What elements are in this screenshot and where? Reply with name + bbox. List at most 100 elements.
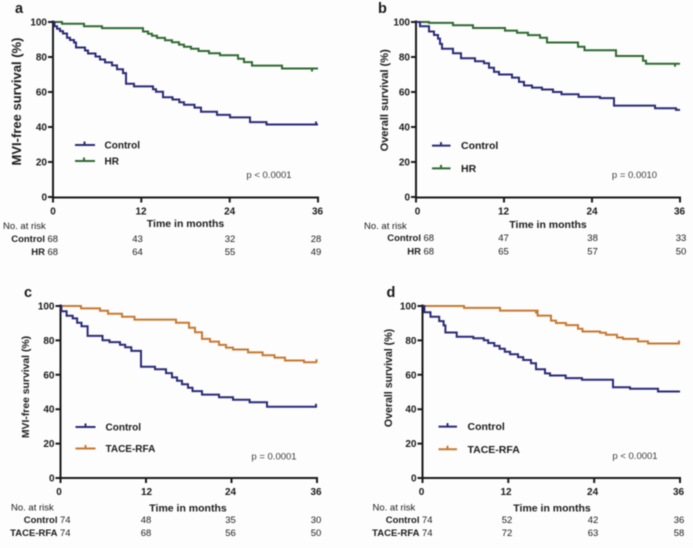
svg-text:0: 0 <box>411 474 417 485</box>
svg-text:40: 40 <box>399 123 411 134</box>
svg-text:TACE-RFA: TACE-RFA <box>10 528 57 539</box>
svg-text:36: 36 <box>673 487 685 498</box>
svg-text:32: 32 <box>225 234 236 245</box>
svg-text:24: 24 <box>225 487 237 498</box>
svg-text:Time in months: Time in months <box>513 503 591 515</box>
svg-text:Time in months: Time in months <box>509 219 587 231</box>
svg-text:0: 0 <box>404 193 410 204</box>
svg-text:80: 80 <box>405 336 417 347</box>
svg-text:24: 24 <box>587 487 599 498</box>
svg-text:38: 38 <box>587 233 598 244</box>
svg-text:80: 80 <box>399 53 411 64</box>
svg-text:100: 100 <box>400 302 417 313</box>
svg-text:20: 20 <box>399 158 411 169</box>
svg-text:57: 57 <box>587 247 598 258</box>
svg-text:c: c <box>24 285 32 301</box>
svg-text:0: 0 <box>49 474 55 485</box>
svg-text:Control: Control <box>468 421 505 433</box>
svg-text:Control: Control <box>105 141 141 152</box>
svg-text:HR: HR <box>407 247 421 258</box>
svg-text:No. at risk: No. at risk <box>364 221 407 232</box>
svg-text:64: 64 <box>132 247 143 258</box>
svg-text:0: 0 <box>50 207 56 218</box>
svg-text:12: 12 <box>500 487 512 498</box>
svg-text:42: 42 <box>588 515 599 526</box>
svg-text:d: d <box>387 285 396 301</box>
svg-text:68: 68 <box>424 247 435 258</box>
svg-text:58: 58 <box>674 528 685 539</box>
svg-text:40: 40 <box>36 123 48 134</box>
svg-text:28: 28 <box>311 234 322 245</box>
svg-text:No. at risk: No. at risk <box>3 221 46 232</box>
svg-text:Overall survival (%): Overall survival (%) <box>383 329 395 427</box>
svg-text:68: 68 <box>48 234 59 245</box>
svg-text:74: 74 <box>422 515 433 526</box>
svg-text:60: 60 <box>36 88 48 99</box>
svg-text:100: 100 <box>30 18 47 29</box>
svg-text:48: 48 <box>141 515 152 526</box>
svg-text:24: 24 <box>224 207 236 218</box>
svg-text:Control: Control <box>106 423 142 434</box>
svg-text:100: 100 <box>38 302 55 313</box>
svg-text:Overall survival (%): Overall survival (%) <box>379 49 391 151</box>
svg-text:TACE-RFA: TACE-RFA <box>372 528 419 539</box>
svg-text:40: 40 <box>405 405 417 416</box>
svg-text:0: 0 <box>415 207 421 218</box>
svg-text:68: 68 <box>48 247 59 258</box>
svg-text:30: 30 <box>311 515 322 526</box>
svg-text:49: 49 <box>311 247 322 258</box>
svg-text:HR: HR <box>461 163 477 175</box>
svg-text:55: 55 <box>225 247 236 258</box>
svg-text:47: 47 <box>498 233 509 244</box>
svg-text:24: 24 <box>586 207 598 218</box>
svg-text:12: 12 <box>135 207 147 218</box>
svg-text:65: 65 <box>498 247 509 258</box>
svg-text:56: 56 <box>225 528 236 539</box>
svg-text:50: 50 <box>676 247 687 258</box>
svg-text:43: 43 <box>132 234 143 245</box>
svg-text:74: 74 <box>60 528 71 539</box>
svg-text:80: 80 <box>36 53 48 64</box>
svg-text:36: 36 <box>312 207 324 218</box>
svg-text:12: 12 <box>141 487 153 498</box>
svg-text:50: 50 <box>311 528 322 539</box>
svg-text:Control: Control <box>461 140 498 152</box>
svg-text:72: 72 <box>502 528 513 539</box>
svg-text:HR: HR <box>31 247 45 258</box>
svg-text:HR: HR <box>105 157 120 168</box>
svg-text:36: 36 <box>310 487 322 498</box>
svg-text:Time in months: Time in months <box>147 218 225 230</box>
svg-text:68: 68 <box>141 528 152 539</box>
svg-text:Time in months: Time in months <box>149 503 227 515</box>
svg-text:60: 60 <box>405 370 417 381</box>
svg-text:Control: Control <box>24 515 58 526</box>
svg-text:60: 60 <box>399 88 411 99</box>
svg-text:20: 20 <box>405 439 417 450</box>
svg-text:p < 0.0001: p < 0.0001 <box>612 451 657 462</box>
svg-text:b: b <box>378 1 387 17</box>
svg-text:68: 68 <box>424 233 435 244</box>
svg-text:20: 20 <box>43 439 55 450</box>
svg-text:Control: Control <box>386 515 420 526</box>
svg-text:Control: Control <box>387 233 421 244</box>
svg-text:TACE-RFA: TACE-RFA <box>468 444 521 456</box>
svg-text:36: 36 <box>674 515 685 526</box>
svg-text:p < 0.0001: p < 0.0001 <box>246 170 291 181</box>
svg-text:74: 74 <box>422 528 433 539</box>
svg-text:60: 60 <box>43 370 55 381</box>
svg-text:0: 0 <box>419 487 425 498</box>
svg-text:p = 0.0001: p = 0.0001 <box>251 452 296 463</box>
svg-text:p = 0.0010: p = 0.0010 <box>612 170 657 181</box>
svg-text:TACE-RFA: TACE-RFA <box>106 444 156 455</box>
svg-text:0: 0 <box>56 487 62 498</box>
svg-text:74: 74 <box>60 515 71 526</box>
svg-text:0: 0 <box>41 193 47 204</box>
svg-text:35: 35 <box>225 515 236 526</box>
svg-text:Control: Control <box>11 234 45 245</box>
svg-text:100: 100 <box>393 18 410 29</box>
svg-text:MVI-free survival (%): MVI-free survival (%) <box>9 38 24 166</box>
svg-text:33: 33 <box>676 233 687 244</box>
svg-text:63: 63 <box>588 528 599 539</box>
svg-text:a: a <box>15 1 24 17</box>
svg-text:No. at risk: No. at risk <box>373 503 416 514</box>
